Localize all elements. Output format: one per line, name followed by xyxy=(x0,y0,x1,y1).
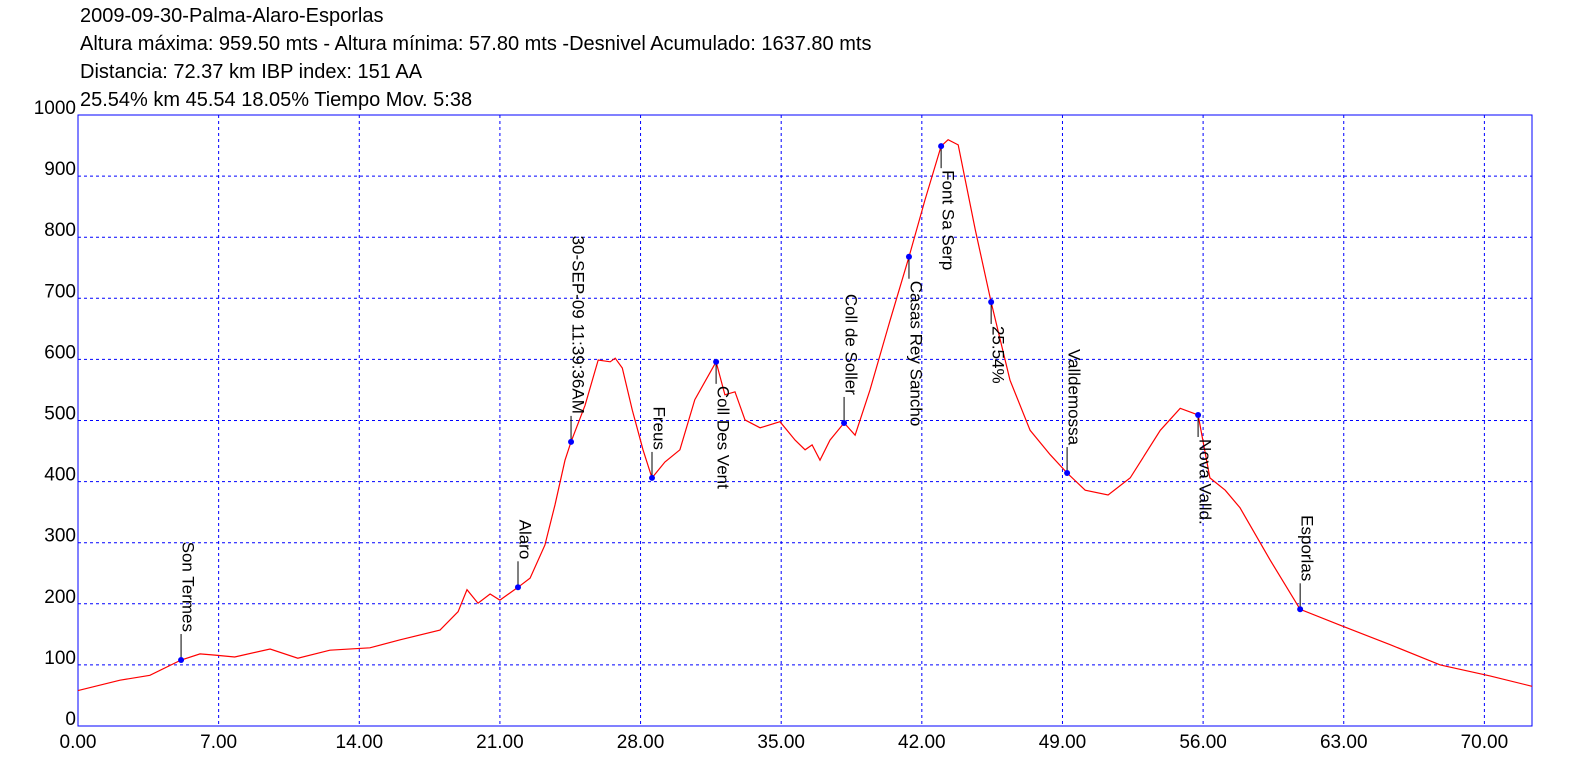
waypoint xyxy=(649,474,656,481)
annotation-label: Font Sa Serp xyxy=(939,170,958,270)
y-tick-label: 600 xyxy=(44,342,76,363)
waypoint xyxy=(1297,606,1304,613)
y-tick-label: 0 xyxy=(65,709,76,730)
chart-title: 2009-09-30-Palma-Alaro-Esporlas xyxy=(80,5,383,27)
waypoint xyxy=(1195,412,1202,419)
y-tick-label: 300 xyxy=(44,526,76,547)
waypoint xyxy=(713,358,720,365)
annotation-label: Coll de Soller xyxy=(842,294,861,395)
subtitle: Altura máxima: 959.50 mts - Altura mínim… xyxy=(80,33,871,55)
y-tick-label: 500 xyxy=(44,404,76,425)
annotation-label: Coll Des Vent xyxy=(714,386,733,489)
y-tick-label: 400 xyxy=(44,465,76,486)
x-tick-label: 70.00 xyxy=(1461,732,1509,753)
y-tick-label: 1000 xyxy=(34,98,76,119)
x-tick-label: 28.00 xyxy=(617,732,665,753)
waypoint xyxy=(905,253,912,260)
waypoint xyxy=(841,419,848,426)
x-tick-label: 63.00 xyxy=(1320,732,1368,753)
annotation-label: Esporlas xyxy=(1298,515,1317,581)
annotation-label: Son Termes xyxy=(179,542,198,632)
subtitle: 25.54% km 45.54 18.05% Tiempo Mov. 5:38 xyxy=(80,89,472,111)
y-tick-label: 200 xyxy=(44,587,76,608)
x-tick-label: 42.00 xyxy=(898,732,946,753)
x-tick-label: 14.00 xyxy=(336,732,384,753)
waypoint xyxy=(988,298,995,305)
y-tick-label: 800 xyxy=(44,220,76,241)
y-tick-label: 700 xyxy=(44,281,76,302)
waypoint xyxy=(1064,470,1071,477)
annotation-label: Alaro xyxy=(516,520,535,560)
waypoint xyxy=(938,143,945,150)
waypoint xyxy=(568,438,575,445)
subtitle: Distancia: 72.37 km IBP index: 151 AA xyxy=(80,61,423,83)
annotation-label: 25.54% xyxy=(989,326,1008,384)
annotation-label: Freus xyxy=(650,406,669,449)
annotation-label: Valldemossa xyxy=(1065,349,1084,446)
annotation-label: Casas Rey Sancho xyxy=(906,281,925,427)
y-tick-label: 900 xyxy=(44,159,76,180)
x-tick-label: 56.00 xyxy=(1179,732,1227,753)
x-tick-label: 49.00 xyxy=(1039,732,1087,753)
x-tick-label: 21.00 xyxy=(476,732,524,753)
waypoint xyxy=(178,657,185,664)
x-tick-label: 7.00 xyxy=(200,732,237,753)
annotation-label: 30-SEP-09 11:39:36AM xyxy=(569,236,588,414)
plot-frame xyxy=(77,114,1533,727)
x-tick-label: 35.00 xyxy=(757,732,805,753)
waypoint xyxy=(514,584,521,591)
elevation-line xyxy=(77,138,1533,692)
x-tick-label: 0.00 xyxy=(60,732,97,753)
annotation-label: Nova Valld. xyxy=(1196,439,1215,525)
y-tick-label: 100 xyxy=(44,648,76,669)
